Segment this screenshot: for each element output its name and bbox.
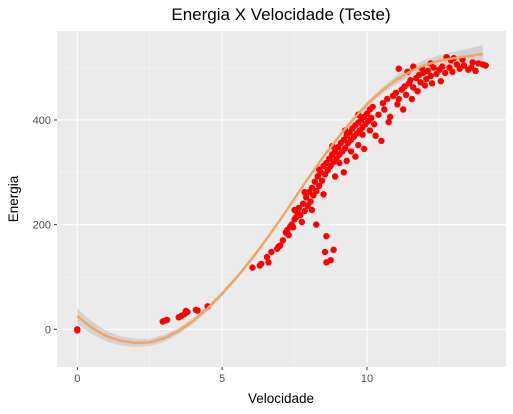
y-tick-label: 400	[33, 115, 51, 127]
data-point	[263, 253, 271, 261]
data-point	[469, 59, 476, 66]
data-point	[194, 307, 201, 314]
data-point	[336, 159, 343, 167]
data-point	[320, 191, 327, 198]
y-axis-label: Energia	[6, 175, 21, 222]
data-point	[394, 101, 401, 108]
data-point	[182, 307, 190, 315]
data-point	[366, 127, 374, 134]
data-point	[428, 80, 436, 87]
data-point	[402, 91, 410, 99]
x-tick-label: 0	[74, 373, 80, 385]
data-point	[265, 259, 272, 266]
data-point	[340, 169, 347, 176]
data-point	[318, 177, 326, 184]
data-point	[313, 187, 320, 195]
data-point	[410, 84, 417, 91]
plot-panel	[57, 31, 506, 367]
x-tick-label: 5	[219, 373, 225, 385]
data-point	[316, 182, 323, 190]
data-point	[385, 118, 392, 126]
data-point	[249, 264, 256, 271]
data-point	[258, 260, 265, 268]
data-point	[401, 83, 408, 90]
data-point	[301, 207, 308, 215]
y-tick-label: 200	[33, 220, 51, 232]
data-point	[408, 95, 416, 103]
data-point	[302, 194, 310, 201]
data-point	[468, 64, 475, 71]
data-point	[384, 95, 391, 103]
data-point	[421, 82, 429, 89]
data-point	[331, 173, 339, 180]
data-point	[355, 141, 362, 149]
data-point	[437, 78, 444, 85]
data-point	[372, 132, 379, 139]
data-point	[379, 100, 387, 107]
major-gridlines	[57, 31, 506, 367]
y-tick-label: 0	[45, 324, 51, 336]
data-point	[163, 316, 171, 324]
data-point	[330, 246, 337, 253]
x-axis-ticks: 0 5 10	[74, 367, 373, 385]
data-point	[297, 212, 304, 219]
x-tick-label: 10	[361, 373, 373, 385]
data-point	[449, 68, 456, 76]
data-point	[359, 131, 366, 138]
data-point	[301, 189, 308, 196]
data-point	[352, 153, 359, 160]
data-point	[285, 231, 292, 239]
data-point	[375, 111, 382, 118]
data-point	[308, 206, 316, 214]
chart-title: Energia X Velocidade (Teste)	[171, 5, 390, 24]
data-point	[289, 224, 297, 231]
data-point	[472, 67, 479, 75]
data-point	[347, 148, 355, 155]
data-point	[369, 103, 376, 111]
data-point	[424, 67, 431, 75]
data-point	[427, 72, 434, 80]
data-point	[307, 198, 314, 205]
data-point	[400, 106, 407, 113]
data-point	[414, 88, 421, 95]
data-point	[291, 206, 298, 214]
data-point	[439, 63, 446, 70]
data-point	[342, 145, 349, 152]
data-point	[74, 327, 81, 334]
data-point	[360, 145, 368, 152]
data-point	[378, 137, 385, 145]
data-point	[442, 69, 449, 77]
data-point	[276, 242, 284, 249]
data-point	[298, 218, 305, 226]
data-point	[268, 248, 275, 256]
data-point	[284, 226, 291, 234]
data-point	[482, 62, 489, 69]
data-point	[311, 178, 318, 185]
data-point	[313, 221, 320, 228]
data-point	[386, 113, 394, 121]
x-axis-label: Velocidade	[248, 391, 314, 406]
data-point	[316, 166, 323, 173]
data-point	[368, 114, 375, 122]
data-point	[371, 121, 378, 128]
y-axis-ticks: 0 200 400	[33, 115, 57, 336]
data-point	[321, 248, 329, 256]
data-point	[343, 157, 350, 164]
data-point	[407, 77, 414, 84]
data-point	[323, 259, 330, 266]
data-point	[392, 89, 400, 97]
data-point	[381, 106, 388, 113]
data-point	[279, 237, 287, 244]
data-point	[395, 95, 402, 103]
data-point	[323, 233, 330, 240]
data-point	[460, 62, 468, 69]
data-point	[395, 65, 402, 72]
fit-line	[76, 52, 483, 345]
